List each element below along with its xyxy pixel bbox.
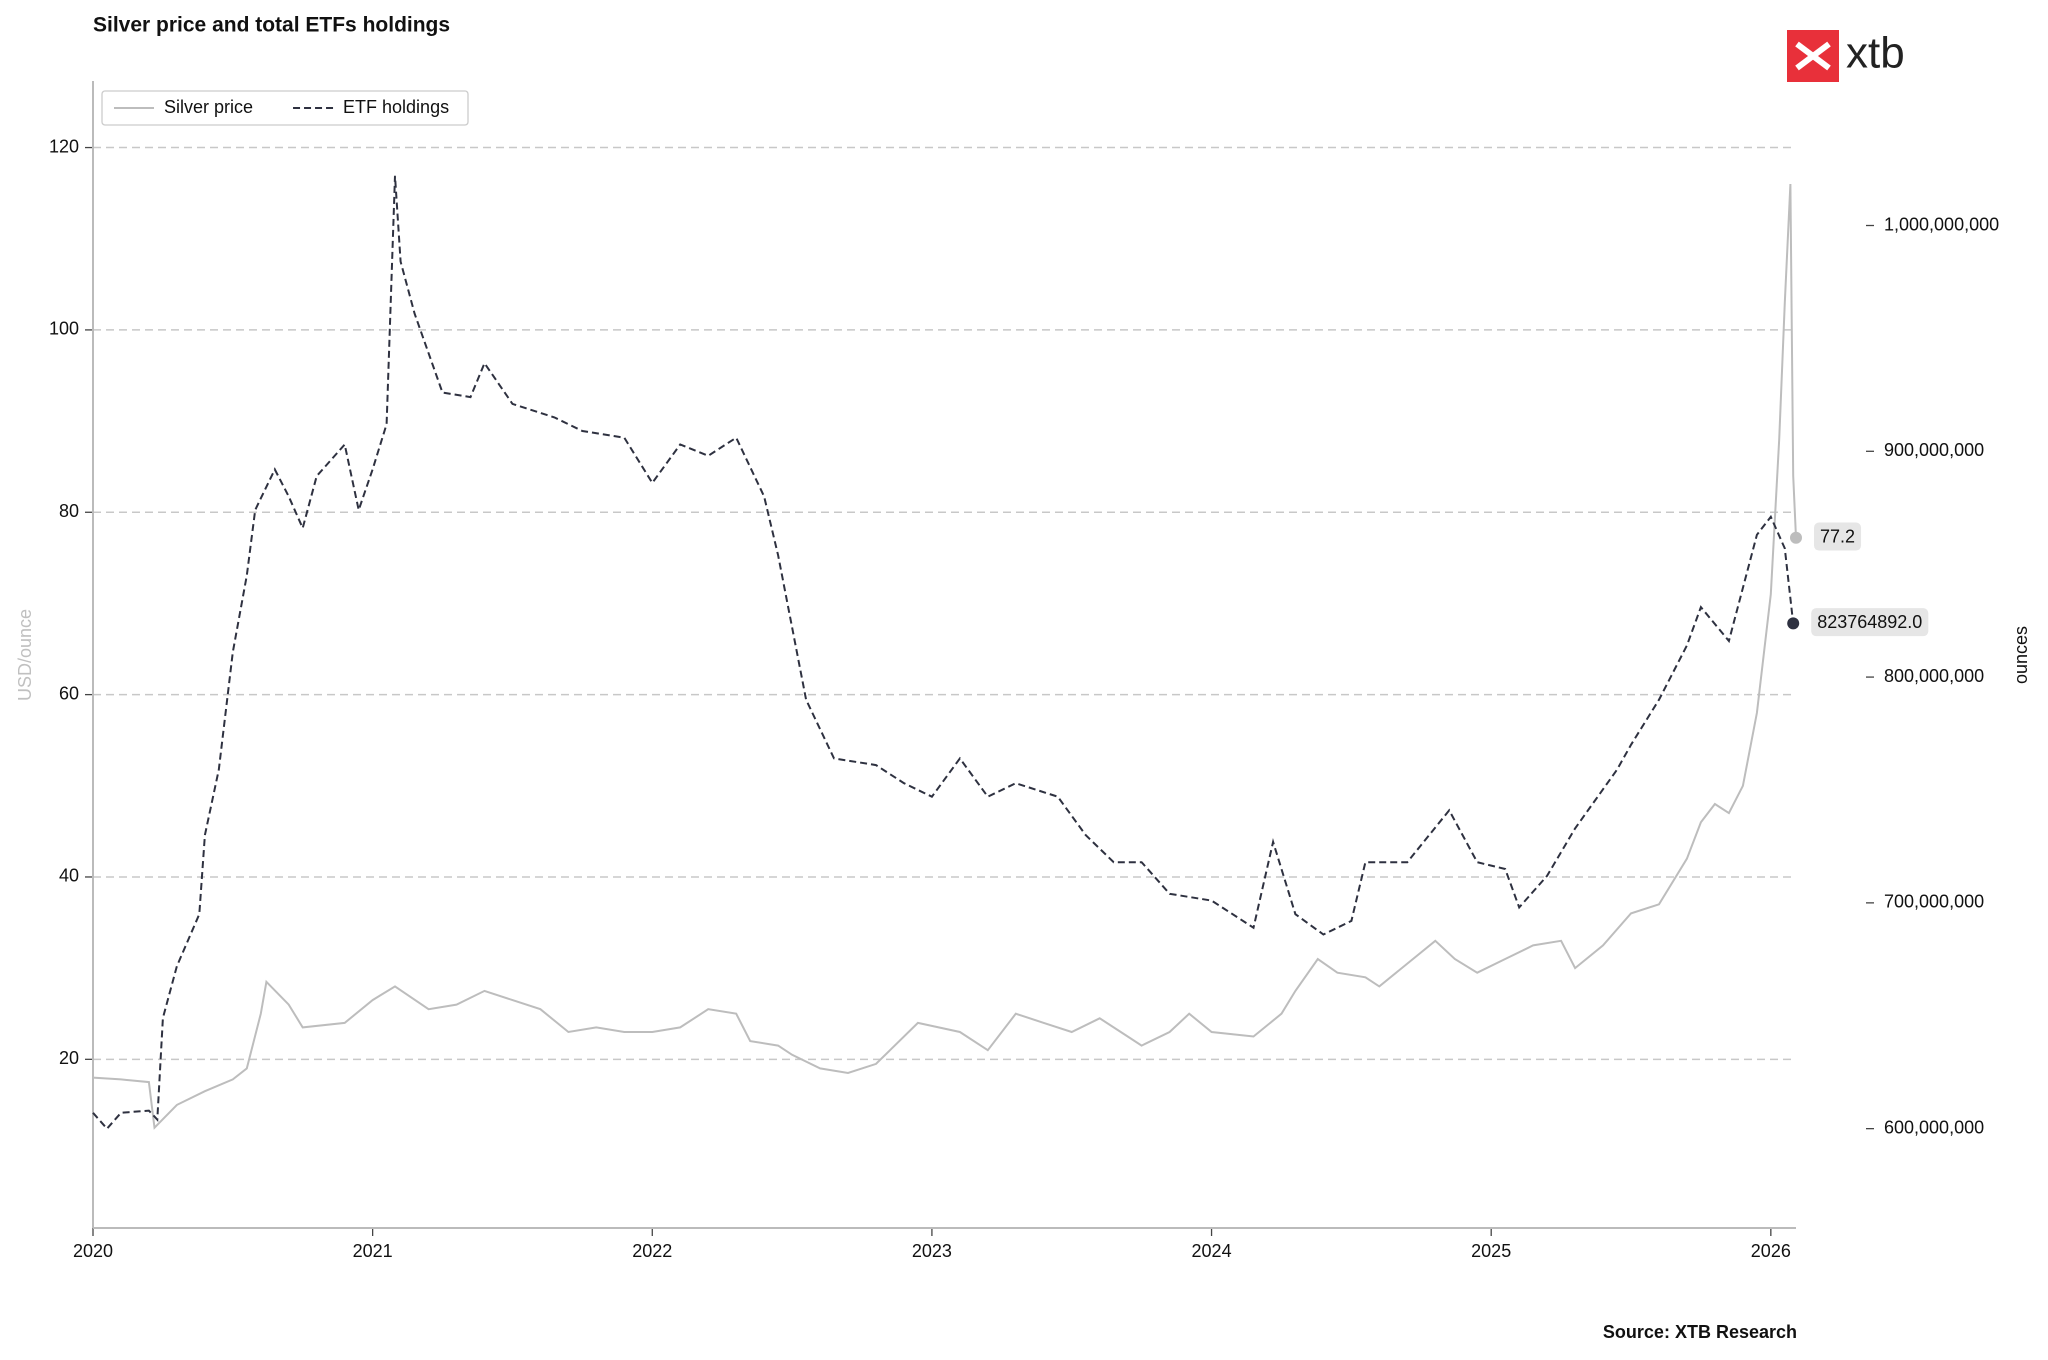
legend-label: Silver price <box>164 97 253 117</box>
y-tick-label: 20 <box>59 1048 79 1068</box>
legend-label: ETF holdings <box>343 97 449 117</box>
x-tick-label: 2023 <box>912 1241 952 1261</box>
logo-mark <box>1795 41 1831 71</box>
logo-text: xtb <box>1846 29 1905 78</box>
y2-tick-label: 700,000,000 <box>1884 892 1984 912</box>
end-point <box>1790 531 1802 544</box>
y2-tick-label: 800,000,000 <box>1884 666 1984 686</box>
x-tick-label: 2025 <box>1471 1241 1511 1261</box>
y-tick-label: 60 <box>59 683 79 703</box>
end-label-bg <box>1814 522 1862 551</box>
end-label: 823764892.0 <box>1817 612 1922 632</box>
y2-tick-label: 600,000,000 <box>1884 1117 1984 1137</box>
y-axis-label: USD/ounce <box>15 609 35 701</box>
series-line <box>92 183 1797 1130</box>
x-tick-label: 2021 <box>353 1241 393 1261</box>
y2-axis-label: ounces <box>2011 626 2031 684</box>
end-label: 77.2 <box>1820 527 1855 547</box>
series-line <box>92 175 1795 1131</box>
chart-title: Silver price and total ETFs holdings <box>93 14 450 37</box>
y-tick-label: 120 <box>49 136 79 156</box>
x-tick-label: 2022 <box>632 1241 672 1261</box>
legend-box <box>101 90 469 126</box>
x-tick-label: 2026 <box>1751 1241 1791 1261</box>
y-tick-label: 100 <box>49 319 79 339</box>
end-point <box>1787 617 1800 630</box>
y2-tick-label: 900,000,000 <box>1884 440 1984 460</box>
x-tick-label: 2024 <box>1192 1241 1232 1261</box>
y-tick-label: 40 <box>59 866 79 886</box>
source: Source: XTB Research <box>1603 1322 1797 1342</box>
end-label-bg <box>1811 608 1929 637</box>
y2-tick-label: 1,000,000,000 <box>1884 214 1999 234</box>
y-tick-label: 80 <box>59 501 79 521</box>
x-tick-label: 2020 <box>73 1241 113 1261</box>
